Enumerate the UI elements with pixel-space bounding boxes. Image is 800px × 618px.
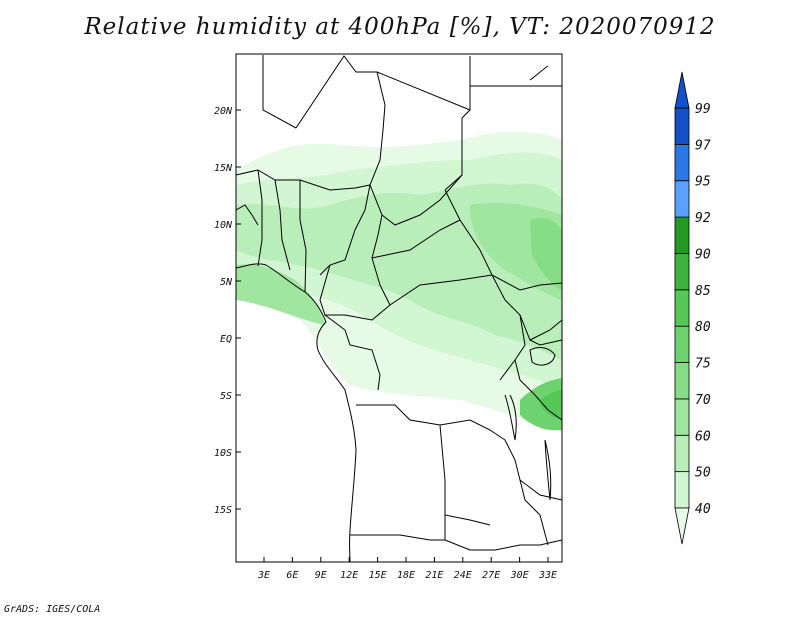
colorbar-label: 75 (695, 357, 711, 372)
colorbar-low-triangle (674, 507, 690, 545)
colorbar-label: 50 (695, 466, 711, 481)
lon-tick-label: 3E (257, 570, 270, 581)
lon-tick-label: 6E (286, 570, 298, 581)
colorbar-label: 80 (695, 320, 711, 335)
colorbar-segment (674, 362, 690, 400)
lat-tick-label: 10N (214, 220, 233, 231)
lat-tick-label: 15S (214, 505, 232, 516)
colorbar-segment (674, 107, 690, 145)
latitude-axis: 20N 15N 10N 5N EQ 5S 10S 15S (214, 106, 241, 516)
lat-tick-label: 5N (220, 277, 233, 288)
humidity-zone-75-coast (236, 264, 325, 325)
colorbar-segment (674, 398, 690, 436)
colorbar-segment (674, 253, 690, 291)
lon-tick-label: 30E (510, 570, 529, 581)
colorbar-label: 85 (695, 284, 711, 299)
colorbar-label: 90 (695, 247, 711, 262)
lat-tick-label: 15N (214, 163, 233, 174)
lon-tick-label: 15E (369, 570, 387, 581)
colorbar-segment (674, 143, 690, 182)
humidity-shading (236, 131, 562, 431)
humidity-zone-85-southeast (540, 390, 562, 420)
colorbar-segment (674, 216, 690, 254)
map-title: Relative humidity at 400hPa [%], VT: 202… (84, 14, 716, 40)
colorbar-segment (674, 289, 690, 327)
colorbar-label: 60 (695, 429, 711, 444)
colorbar-segment (674, 471, 690, 509)
lon-tick-label: 21E (425, 570, 443, 581)
colorbar-label: 70 (695, 393, 711, 408)
colorbar-label: 40 (695, 502, 711, 517)
colorbar: 40 50 60 70 75 80 85 90 92 95 97 99 (674, 71, 711, 545)
lon-tick-label: 24E (454, 570, 472, 581)
map-frame (235, 53, 563, 563)
colorbar-high-triangle (674, 71, 690, 109)
grads-credit: GrADS: IGES/COLA (4, 604, 101, 615)
lon-tick-label: 12E (340, 570, 358, 581)
lat-tick-label: 20N (214, 106, 233, 117)
colorbar-segment (674, 325, 690, 363)
lon-tick-label: 27E (482, 570, 500, 581)
colorbar-label: 95 (695, 175, 711, 190)
lon-tick-label: 33E (538, 570, 557, 581)
colorbar-label: 97 (695, 138, 711, 153)
lat-tick-label: 10S (214, 448, 232, 459)
lon-tick-label: 9E (315, 570, 327, 581)
colorbar-label: 92 (695, 211, 711, 226)
colorbar-segment (674, 434, 690, 473)
humidity-zone-70-northeast (530, 218, 562, 290)
lon-tick-label: 18E (397, 570, 415, 581)
longitude-axis: 3E 6E 9E 12E 15E 18E 21E 24E 27E 30E 33E (257, 557, 557, 581)
lat-tick-label: 5S (220, 391, 232, 402)
colorbar-label: 99 (695, 102, 711, 117)
colorbar-segment (674, 180, 690, 218)
country-borders (235, 55, 563, 563)
lat-tick-label: EQ (220, 334, 232, 345)
